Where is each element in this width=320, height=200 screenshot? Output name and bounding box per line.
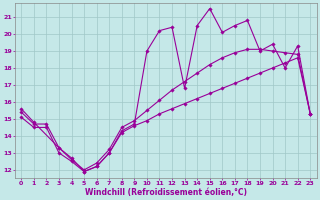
X-axis label: Windchill (Refroidissement éolien,°C): Windchill (Refroidissement éolien,°C) — [85, 188, 247, 197]
